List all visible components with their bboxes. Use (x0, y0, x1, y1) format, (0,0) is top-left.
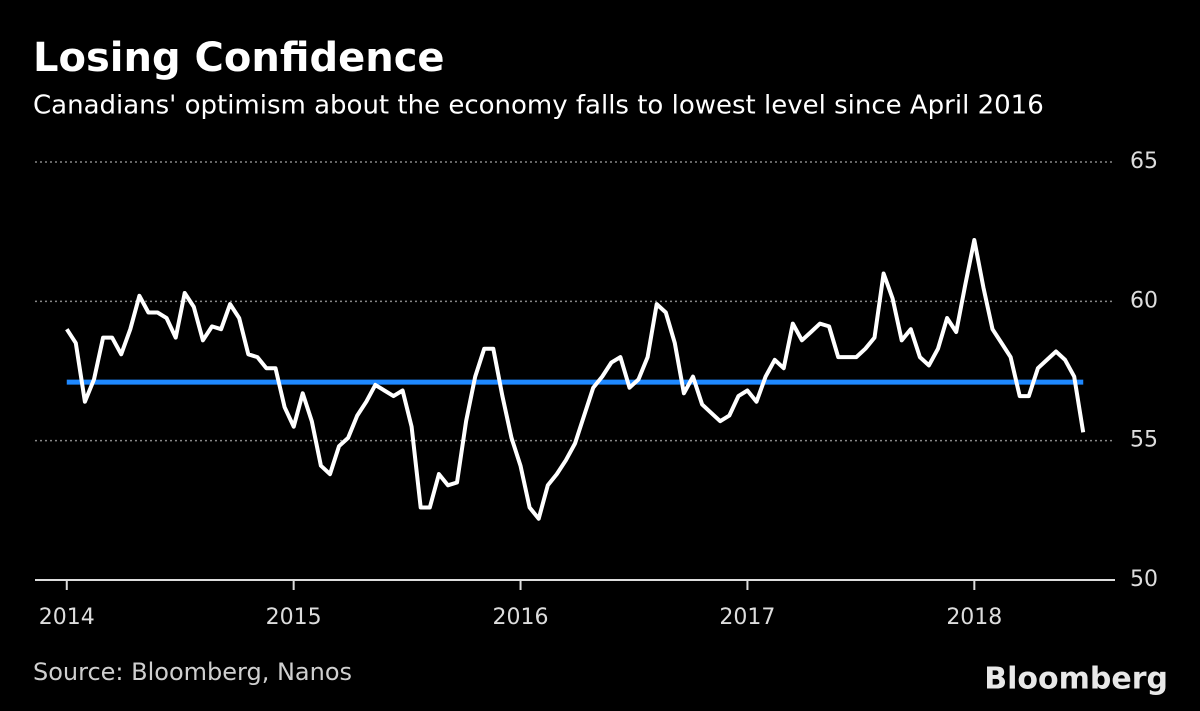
x-tick-label: 2014 (39, 605, 95, 630)
x-tick-label: 2015 (266, 605, 322, 630)
source: Source: Bloomberg, Nanos (33, 658, 352, 686)
series-line (65, 238, 1086, 521)
x-tick-label: 2018 (946, 605, 1002, 630)
brand: Bloomberg (984, 662, 1168, 697)
y-tick-label: 50 (1130, 567, 1158, 592)
y-tick-label: 55 (1130, 428, 1158, 453)
chart-subtitle: Canadians' optimism about the economy fa… (33, 91, 1044, 121)
y-tick-label: 65 (1130, 149, 1158, 174)
x-tick-label: 2017 (719, 605, 775, 630)
chart-title: Losing Confidence (33, 35, 445, 81)
x-tick-label: 2016 (493, 605, 549, 630)
y-tick-label: 60 (1130, 288, 1158, 313)
